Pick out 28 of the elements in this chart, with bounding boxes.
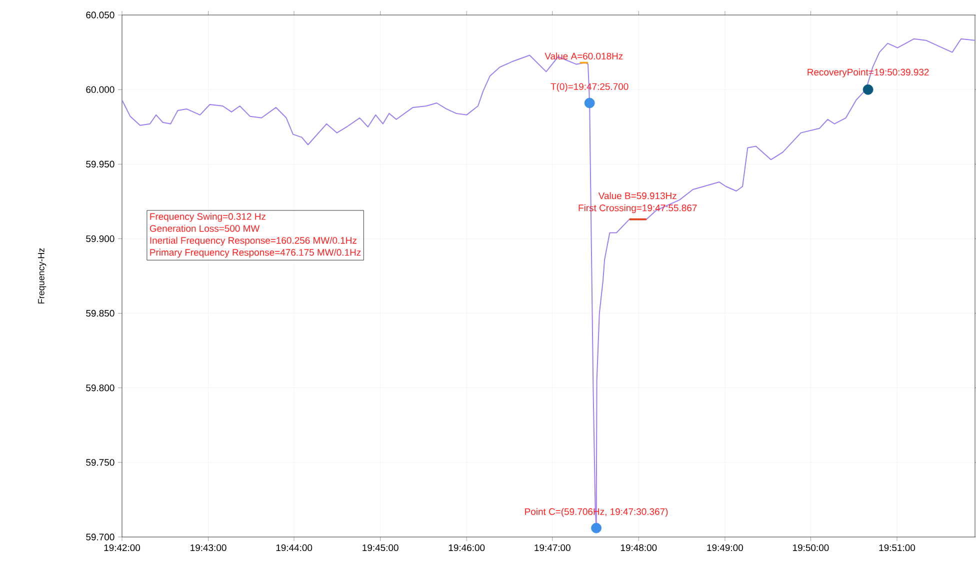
- y-tick-label: 59.700: [86, 534, 114, 540]
- x-tick-label: 19:50:00: [793, 544, 829, 552]
- annotation: Value A=60.018Hz: [544, 52, 623, 60]
- annotation: Primary Frequency Response=476.175 MW/0.1Hz: [150, 248, 361, 258]
- x-tick-label: 19:48:00: [620, 544, 657, 552]
- y-tick-label: 59.950: [86, 160, 114, 168]
- x-tick-label: 19:45:00: [362, 544, 398, 552]
- annotation: Inertial Frequency Response=160.256 MW/0.1Hz: [150, 236, 356, 246]
- y-tick-label: 60.000: [86, 86, 114, 93]
- y-tick-label: 59.750: [86, 459, 114, 466]
- annotation: Frequency Swing=0.312 Hz: [150, 212, 266, 222]
- x-tick-label: 19:44:00: [276, 544, 312, 552]
- x-tick-label: 19:47:00: [534, 544, 570, 552]
- point: [862, 84, 874, 95]
- x-tick-label: 19:43:00: [190, 544, 226, 552]
- y-tick-label: 59.800: [86, 384, 114, 392]
- annotation: Generation Loss=500 MW: [150, 224, 260, 232]
- annotation: Value B=59.913Hz: [598, 192, 676, 200]
- point: [591, 522, 602, 534]
- y-tick-label: 59.900: [86, 235, 114, 242]
- y-tick-label: 59.850: [86, 310, 114, 317]
- x-tick-label: 19:49:00: [707, 544, 743, 552]
- point: [584, 98, 595, 108]
- y-tick-label: 60.050: [86, 12, 114, 18]
- x-tick-label: 19:46:00: [448, 544, 485, 552]
- y-axis-title: Frequency-Hz: [38, 248, 46, 304]
- x-tick-label: 19:42:00: [104, 544, 140, 552]
- x-tick-label: 19:51:00: [879, 544, 916, 552]
